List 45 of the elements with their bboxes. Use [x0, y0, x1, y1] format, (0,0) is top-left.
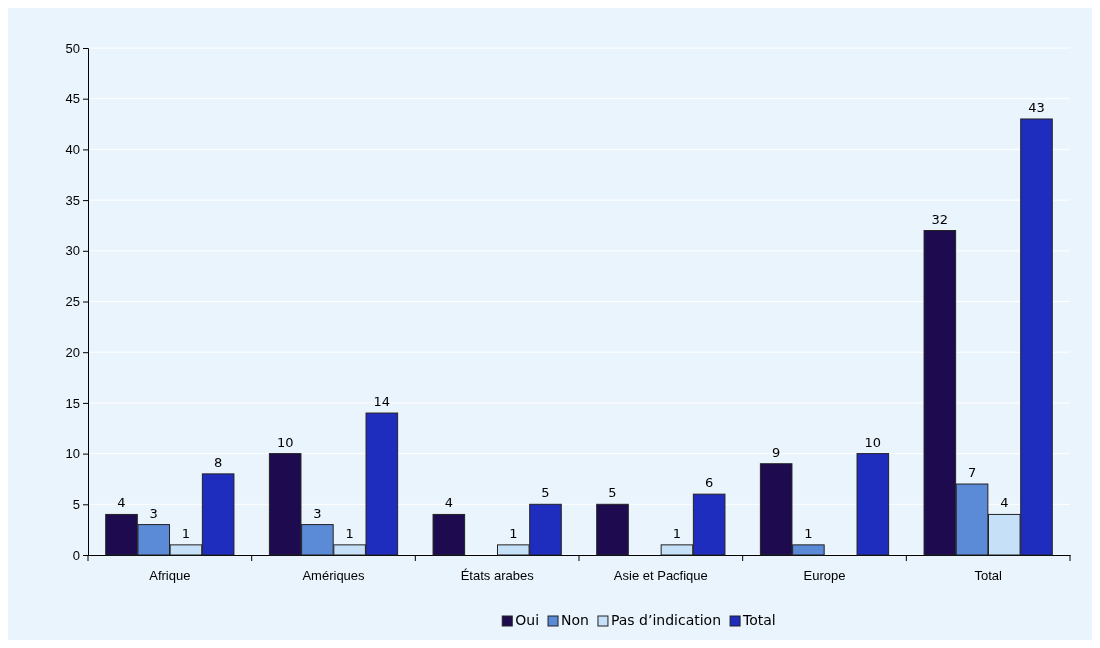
data-label: 8	[214, 454, 223, 470]
data-label: 1	[345, 525, 354, 541]
bar	[432, 513, 466, 556]
y-tick-label: 0	[72, 547, 80, 563]
data-label: 6	[705, 475, 714, 491]
bar	[596, 503, 629, 556]
data-label: 7	[967, 465, 977, 481]
data-label: 5	[608, 485, 617, 501]
y-tick-label: 35	[65, 192, 80, 208]
data-label: 10	[276, 434, 294, 450]
data-label: 4	[1000, 495, 1009, 511]
y-tick-label: 20	[65, 344, 80, 360]
data-label: 1	[672, 525, 682, 541]
x-tick-label: États arabes	[460, 568, 535, 584]
x-tick-label: Europe	[803, 568, 846, 584]
y-tick-label: 10	[65, 446, 80, 462]
legend-label: Total	[742, 612, 776, 628]
y-tick-label: 5	[72, 496, 80, 512]
x-tick-label: Afrique	[149, 568, 191, 584]
y-tick-label: 30	[65, 243, 80, 259]
legend-label: Pas d’indication	[610, 612, 722, 628]
data-label: 4	[444, 495, 453, 511]
legend-label: Oui	[515, 612, 540, 628]
data-label: 32	[931, 211, 949, 227]
x-tick-label: Asie et Pacfique	[613, 568, 708, 584]
data-label: 5	[541, 485, 550, 501]
data-label: 1	[509, 525, 518, 541]
bar	[856, 453, 890, 556]
data-label: 14	[373, 394, 391, 410]
legend-label: Non	[561, 612, 589, 628]
data-label: 1	[181, 525, 191, 541]
x-tick-label: Total	[974, 568, 1002, 584]
data-label: 9	[772, 444, 781, 460]
y-tick-label: 50	[65, 40, 80, 56]
data-label: 1	[804, 525, 813, 541]
data-label: 43	[1028, 99, 1045, 115]
data-label: 3	[149, 505, 158, 521]
y-tick-label: 45	[65, 91, 80, 107]
data-label: 3	[313, 505, 322, 521]
y-tick-label: 15	[65, 395, 80, 411]
y-tick-label: 25	[65, 294, 80, 310]
data-label: 4	[117, 495, 126, 511]
data-label: 10	[864, 434, 882, 450]
x-tick-label: Amériques	[302, 568, 366, 584]
y-tick-label: 40	[65, 142, 80, 158]
